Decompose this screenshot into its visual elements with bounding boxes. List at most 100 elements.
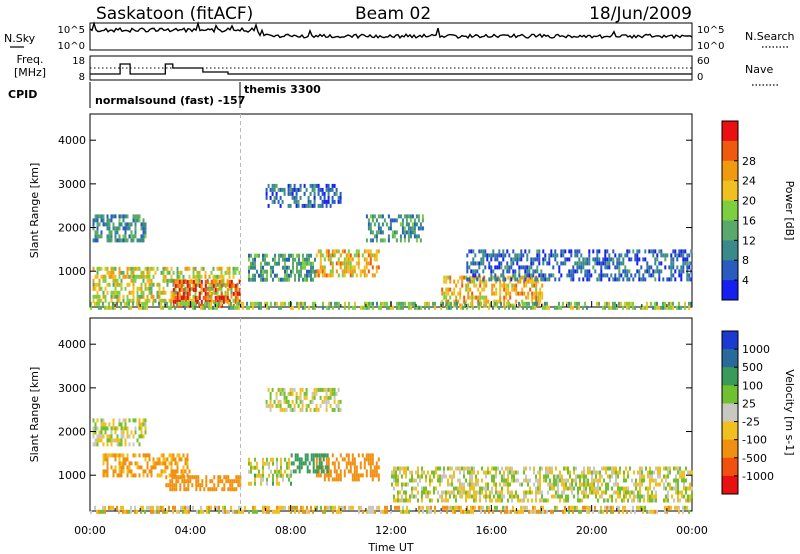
- heatmap-cell: [508, 509, 510, 514]
- heatmap-cell: [160, 469, 163, 474]
- heatmap-cell: [597, 482, 599, 487]
- heatmap-cell: [579, 474, 581, 479]
- heatmap-cell: [679, 490, 681, 495]
- heatmap-cell: [642, 505, 644, 510]
- heatmap-cell: [210, 286, 213, 291]
- heatmap-cell: [546, 261, 549, 266]
- heatmap-cell: [443, 474, 445, 479]
- heatmap-cell: [619, 486, 621, 491]
- heatmap-cell: [232, 298, 235, 303]
- heatmap-cell: [667, 498, 669, 503]
- heatmap-cell: [608, 301, 610, 306]
- heatmap-cell: [319, 187, 322, 192]
- heatmap-cell: [493, 466, 495, 471]
- heatmap-cell: [689, 498, 691, 503]
- heatmap-cell: [523, 275, 526, 280]
- heatmap-cell: [270, 269, 272, 274]
- heatmap-cell: [560, 273, 563, 278]
- heatmap-cell: [543, 474, 545, 479]
- heatmap-cell: [648, 269, 651, 274]
- heatmap-cell: [186, 279, 189, 284]
- heatmap-cell: [347, 249, 350, 254]
- heatmap-cell: [431, 498, 433, 503]
- heatmap-cell: [572, 269, 575, 274]
- heatmap-cell: [309, 407, 312, 412]
- heatmap-cell: [503, 279, 506, 284]
- heatmap-cell: [217, 479, 220, 484]
- heatmap-cell: [114, 294, 117, 299]
- heatmap-cell: [120, 461, 123, 466]
- heatmap-cell: [170, 453, 173, 458]
- heatmap-cell: [373, 222, 376, 227]
- heatmap-cell: [427, 470, 429, 475]
- heatmap-cell: [575, 478, 577, 483]
- heatmap-cell: [622, 505, 624, 510]
- heatmap-cell: [136, 238, 139, 243]
- heatmap-cell: [665, 486, 667, 491]
- heatmap-cell: [236, 286, 239, 291]
- heatmap-cell: [616, 257, 619, 262]
- heatmap-cell: [365, 261, 368, 266]
- heatmap-cell: [96, 274, 99, 279]
- heatmap-cell: [290, 453, 293, 458]
- heatmap-cell: [186, 465, 189, 470]
- heatmap-cell: [252, 265, 254, 270]
- heatmap-cell: [431, 478, 433, 483]
- heatmap-cell: [529, 486, 531, 491]
- heatmap-cell: [152, 457, 155, 462]
- heatmap-cell: [142, 270, 145, 275]
- heatmap-cell: [174, 457, 177, 462]
- heatmap-cell: [516, 509, 518, 514]
- heatmap-cell: [154, 465, 157, 470]
- heatmap-cell: [271, 191, 274, 196]
- noise-search-label: N.Search: [745, 30, 795, 43]
- heatmap-cell: [611, 498, 613, 503]
- heatmap-cell: [293, 407, 296, 412]
- heatmap-cell: [508, 301, 510, 306]
- heatmap-cell: [673, 466, 675, 471]
- heatmap-cell: [227, 487, 230, 492]
- heatmap-cell: [262, 465, 264, 470]
- heatmap-cell: [538, 261, 541, 266]
- date-title: 18/Jun/2009: [589, 4, 692, 24]
- heatmap-cell: [576, 301, 578, 306]
- heatmap-cell: [296, 301, 298, 306]
- heatmap-cell: [162, 469, 165, 474]
- heatmap-cell: [664, 301, 666, 306]
- heatmap-cell: [499, 498, 501, 503]
- heatmap-cell: [142, 230, 145, 235]
- heatmap-cell: [120, 473, 123, 478]
- heatmap-cell: [146, 274, 149, 279]
- heatmap-cell: [124, 238, 127, 243]
- heatmap-cell: [592, 249, 595, 254]
- heatmap-cell: [333, 249, 336, 254]
- heatmap-cell: [327, 273, 330, 278]
- heatmap-cell: [298, 253, 300, 258]
- heatmap-cell: [333, 387, 336, 392]
- heatmap-cell: [481, 295, 484, 300]
- heatmap-cell: [606, 505, 608, 510]
- heatmap-cell: [329, 203, 332, 208]
- heatmap-cell: [112, 301, 114, 306]
- heatmap-cell: [106, 461, 109, 466]
- heatmap-cell: [618, 277, 621, 282]
- heatmap-cell: [146, 294, 149, 299]
- heatmap-cell: [638, 257, 641, 262]
- heatmap-cell: [666, 509, 668, 514]
- heatmap-cell: [429, 474, 431, 479]
- heatmap-cell: [439, 474, 441, 479]
- heatmap-cell: [363, 465, 366, 470]
- heatmap-cell: [466, 505, 468, 510]
- heatmap-cell: [132, 218, 135, 223]
- heatmap-cell: [108, 222, 111, 227]
- heatmap-cell: [211, 479, 214, 484]
- heatmap-cell: [523, 470, 525, 475]
- heatmap-cell: [330, 505, 332, 510]
- heatmap-cell: [362, 305, 364, 310]
- heatmap-cell: [441, 490, 443, 495]
- heatmap-cell: [124, 286, 127, 291]
- heatmap-cell: [377, 222, 380, 227]
- heatmap-cell: [311, 187, 314, 192]
- heatmap-cell: [118, 438, 121, 443]
- heatmap-cell: [140, 286, 143, 291]
